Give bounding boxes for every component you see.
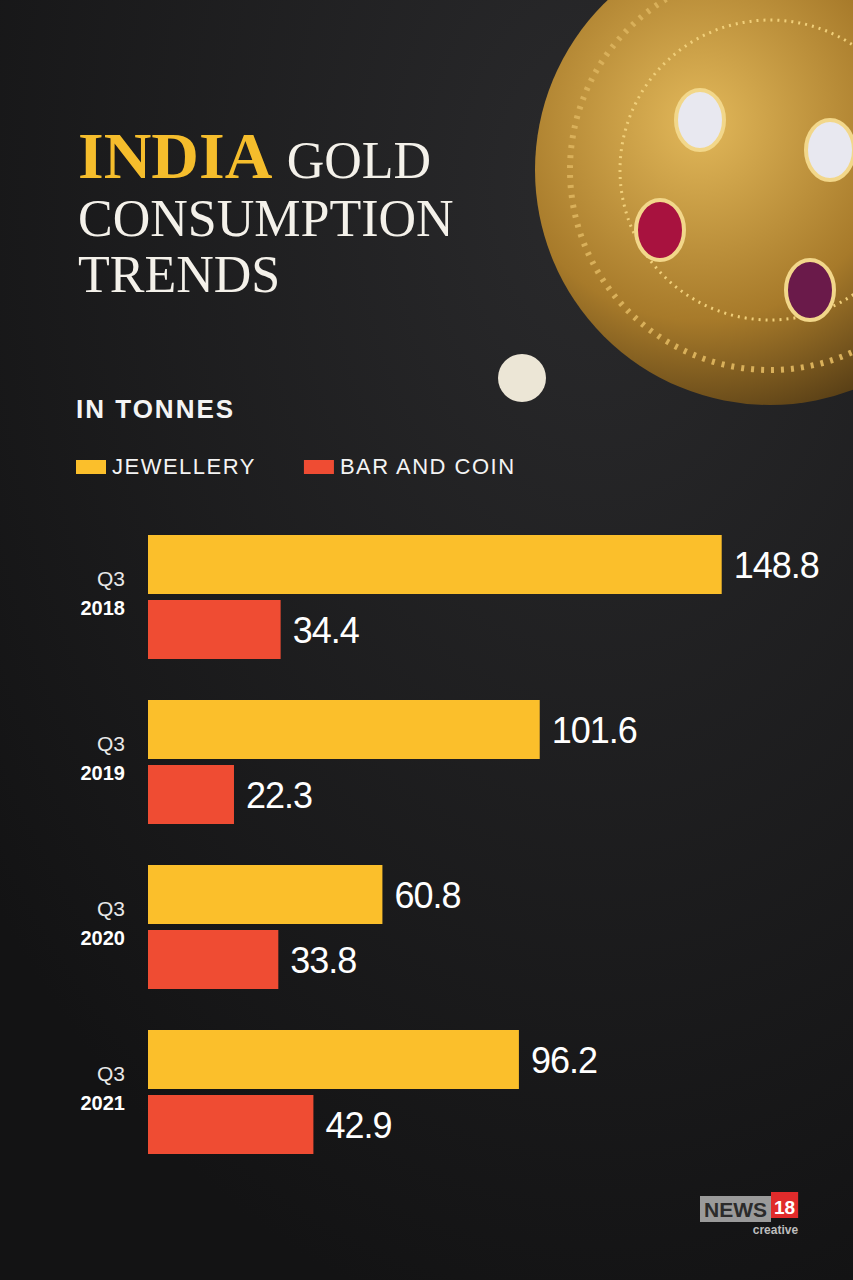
logo-box: [700, 1196, 771, 1222]
data-label: 96.2: [531, 1040, 597, 1081]
legend-label: JEWELLERY: [112, 454, 256, 479]
category-label: 2018: [81, 597, 126, 619]
title: CONSUMPTION: [78, 190, 454, 247]
data-label: 101.6: [552, 710, 637, 751]
ornament-gem: [786, 260, 834, 320]
bar: [148, 765, 234, 824]
bar: [148, 1030, 519, 1089]
ornament-ring: [620, 20, 853, 320]
bar: [148, 600, 281, 659]
bar: [148, 700, 540, 759]
category-label: Q3: [97, 897, 125, 920]
ornament-gem: [636, 200, 684, 260]
chart-root: INDIAGOLDCONSUMPTIONTRENDS IN TONNES JEWEL…: [0, 0, 853, 1280]
bar: [148, 930, 278, 989]
bar: [148, 535, 722, 594]
bar: [148, 1095, 313, 1154]
legend: JEWELLERY BAR AND COIN: [76, 454, 516, 479]
legend-label: BAR AND COIN: [340, 454, 516, 479]
title: GOLD: [287, 132, 431, 189]
category-label: 2019: [81, 762, 126, 784]
logo-text: creative: [753, 1223, 799, 1237]
data-label: 22.3: [246, 775, 312, 816]
bars: [148, 535, 722, 1154]
legend-swatch: [76, 460, 106, 474]
data-label: 34.4: [293, 610, 359, 651]
ornament-disc: [535, 0, 853, 405]
logo-box: [771, 1192, 798, 1218]
data-label: 33.8: [290, 940, 356, 981]
category-label: 2021: [81, 1092, 126, 1114]
title: TRENDS: [78, 246, 280, 303]
ornament: [498, 0, 853, 405]
ornament-pearl: [498, 354, 546, 402]
data-label: 42.9: [325, 1105, 391, 1146]
category-label: 2020: [81, 927, 126, 949]
legend-swatch: [304, 460, 334, 474]
category-label: Q3: [97, 567, 125, 590]
logo: NEWS 18 creative: [700, 1192, 798, 1237]
bar: [148, 865, 382, 924]
ornament-gem: [676, 90, 724, 150]
category-label: Q3: [97, 732, 125, 755]
logo-text: NEWS: [704, 1198, 767, 1221]
ornament-ring: [570, 0, 853, 370]
labels: 148.8 34.4 Q3 2018 101.6 22.3 Q3 2019 60.8 33.8 Q3…: [81, 545, 819, 1146]
ornament-gem: [806, 120, 853, 180]
title: INDIA: [78, 119, 273, 192]
logo-text: 18: [774, 1197, 795, 1218]
subtitle: IN TONNES: [76, 394, 235, 424]
category-label: Q3: [97, 1062, 125, 1085]
data-label: 60.8: [394, 875, 460, 916]
data-label: 148.8: [734, 545, 819, 586]
